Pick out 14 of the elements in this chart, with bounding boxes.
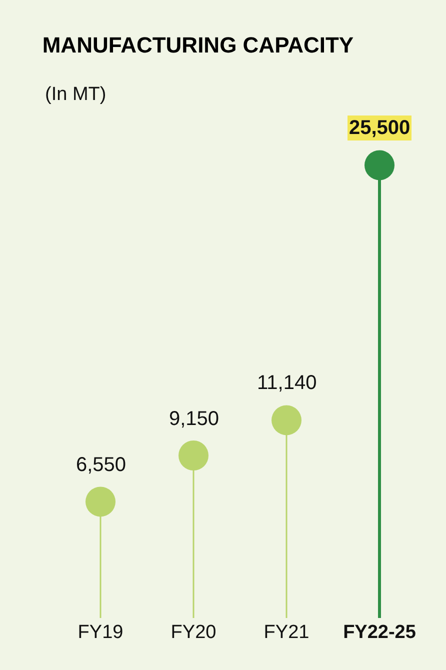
data-label: 6,550	[76, 454, 126, 476]
data-label: 9,150	[169, 408, 220, 430]
x-tick-label: FY19	[78, 622, 124, 643]
chart-title: MANUFACTURING CAPACITY	[42, 32, 354, 58]
chart-subtitle: (In MT)	[45, 84, 106, 105]
data-label: 11,140	[257, 372, 317, 394]
x-tick-label: FY22-25	[343, 622, 416, 643]
data-label: 25,500	[349, 117, 410, 139]
point	[86, 486, 116, 517]
point	[178, 440, 208, 471]
x-tick-label: FY20	[170, 622, 216, 643]
point	[364, 150, 394, 180]
point	[272, 405, 302, 436]
x-tick-label: FY21	[264, 622, 310, 643]
